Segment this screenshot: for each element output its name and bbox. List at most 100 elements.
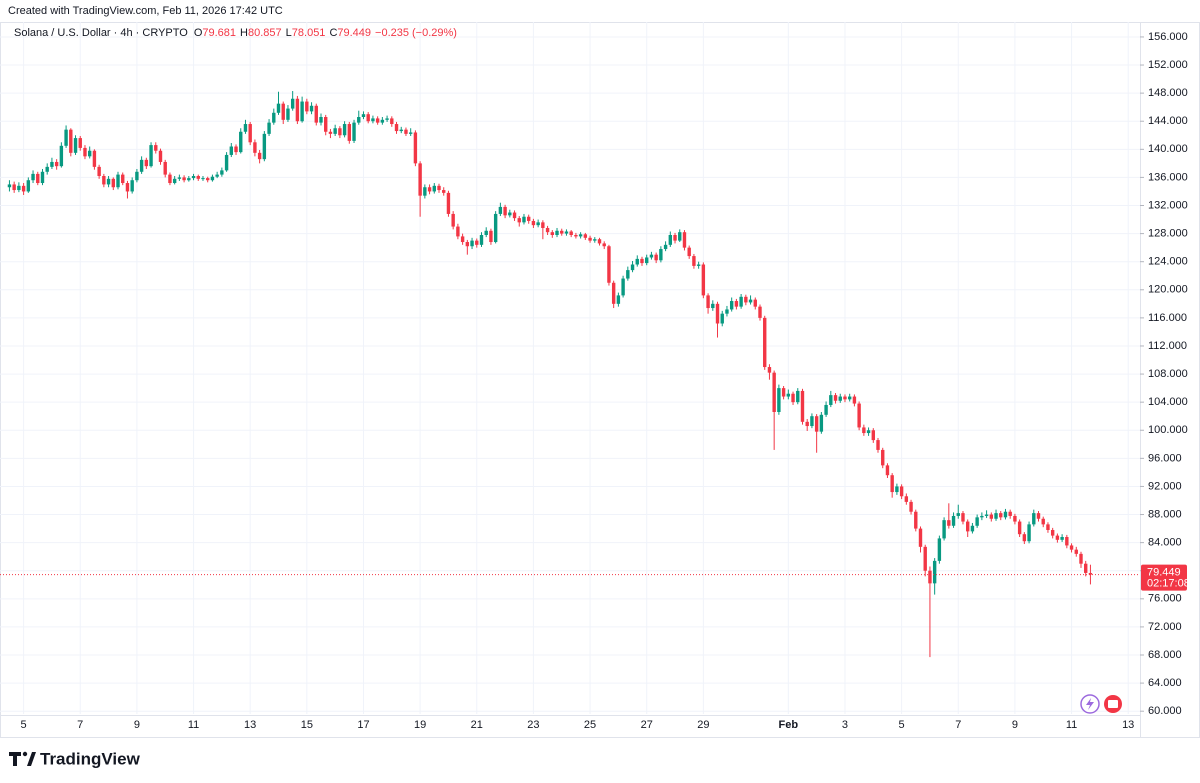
candle-body xyxy=(149,145,153,167)
y-tick-label: 72.000 xyxy=(1148,621,1182,633)
candle-body xyxy=(465,242,470,247)
candle-body xyxy=(40,171,45,184)
bottom-icons xyxy=(1080,694,1122,714)
candle-body xyxy=(191,176,196,179)
y-tick-label: 120.000 xyxy=(1148,284,1188,296)
candle-body xyxy=(102,176,106,185)
candle-body xyxy=(1088,572,1093,575)
candle-body xyxy=(484,230,488,236)
candle-body xyxy=(64,129,68,146)
legend-ohlc-value: 79.681 xyxy=(202,27,236,39)
created-note: Created with TradingView.com, Feb 11, 20… xyxy=(8,5,283,17)
candle-body xyxy=(564,231,569,234)
candle-body xyxy=(1008,511,1012,516)
candle-body xyxy=(215,174,219,177)
candle-body xyxy=(239,131,243,153)
candle-body xyxy=(36,173,40,184)
candle-body xyxy=(781,388,786,397)
x-tick-label: 9 xyxy=(1012,719,1018,731)
candle-body xyxy=(711,303,715,309)
y-tick-label: 68.000 xyxy=(1148,649,1182,661)
candle-body xyxy=(187,178,191,181)
candle-body xyxy=(366,114,370,122)
candle-body xyxy=(678,232,682,241)
candle-body xyxy=(328,131,333,134)
candle-body xyxy=(956,513,960,516)
last-price-label: 79.449 xyxy=(1147,566,1181,578)
candle-body xyxy=(659,249,663,261)
candle-body xyxy=(54,161,59,167)
candle-body xyxy=(144,159,149,167)
candle-body xyxy=(909,501,913,512)
candle-body xyxy=(942,520,946,539)
candle-body xyxy=(890,475,894,493)
x-tick-label: 27 xyxy=(641,719,653,731)
candle-body xyxy=(796,390,800,403)
candle-body xyxy=(1084,563,1088,573)
candle-body xyxy=(1069,545,1074,550)
y-tick-label: 108.000 xyxy=(1148,368,1188,380)
candle-body xyxy=(720,313,724,324)
y-tick-label: 88.000 xyxy=(1148,508,1182,520)
candle-body xyxy=(50,161,54,167)
x-tick-label: 11 xyxy=(1066,719,1077,731)
candle-body xyxy=(92,150,97,167)
candle-body xyxy=(347,124,352,141)
candle-body xyxy=(536,222,540,226)
x-tick-label: 13 xyxy=(1122,719,1134,731)
brand-logo: TradingView xyxy=(9,749,141,768)
candle-body xyxy=(786,393,791,397)
axes: 60.00064.00068.00072.00076.00080.00084.0… xyxy=(0,31,1190,731)
y-tick-label: 132.000 xyxy=(1148,199,1188,211)
grid xyxy=(0,22,1140,714)
candle-body xyxy=(914,511,918,529)
candle-body xyxy=(437,185,441,191)
candle-body xyxy=(994,513,998,519)
candle-body xyxy=(290,98,295,109)
candle-body xyxy=(26,180,31,192)
candle-body xyxy=(1079,553,1083,564)
candle-body xyxy=(923,546,927,571)
candle-body xyxy=(984,514,989,516)
candle-body xyxy=(607,246,611,283)
y-tick-label: 148.000 xyxy=(1148,87,1188,99)
candle-body xyxy=(512,212,517,219)
x-tick-label: 19 xyxy=(414,719,426,731)
candle-body xyxy=(862,427,866,434)
candle-body xyxy=(550,232,554,236)
icon-flag-glyph xyxy=(1108,700,1118,708)
candle-body xyxy=(31,173,35,181)
candle-body xyxy=(442,190,446,193)
x-tick-label: 9 xyxy=(134,719,140,731)
x-tick-label: 11 xyxy=(188,719,199,731)
candle-body xyxy=(206,178,210,181)
candle-body xyxy=(493,213,498,243)
x-tick-label: 5 xyxy=(21,719,27,731)
candle-body xyxy=(626,270,630,279)
legend-ohlc-label: L xyxy=(286,27,292,39)
candle-body xyxy=(824,404,828,415)
candle-body xyxy=(276,103,281,113)
candle-body xyxy=(1003,511,1008,518)
candle-body xyxy=(947,520,951,526)
candle-body xyxy=(139,159,144,172)
candle-body xyxy=(885,465,890,476)
x-tick-label: 3 xyxy=(842,719,848,731)
candle-body xyxy=(866,430,871,434)
candle-body xyxy=(649,254,654,258)
candle-body xyxy=(177,177,182,179)
y-tick-label: 136.000 xyxy=(1148,171,1188,183)
candle-body xyxy=(1017,521,1022,535)
candle-body xyxy=(645,257,649,264)
candle-body xyxy=(1036,513,1041,519)
x-tick-label: 7 xyxy=(77,719,83,731)
candle-body xyxy=(17,185,21,191)
candle-body xyxy=(1032,513,1036,525)
candle-body xyxy=(267,122,271,134)
candle-body xyxy=(777,388,781,412)
candle-body xyxy=(899,486,904,497)
candle-body xyxy=(69,129,73,153)
candle-body xyxy=(1041,518,1045,525)
candle-body xyxy=(531,220,536,226)
candle-body xyxy=(847,396,852,400)
